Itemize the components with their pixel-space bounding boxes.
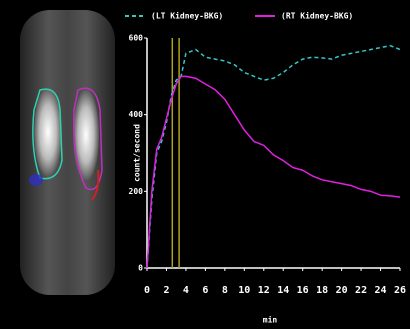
y-axis-label: count/second (133, 124, 142, 182)
x-tick-label: 6 (202, 285, 208, 296)
x-tick-label: 16 (297, 285, 309, 296)
x-tick-label: 2 (163, 285, 169, 296)
y-tick-label: 600 (129, 34, 144, 43)
x-tick-label: 20 (336, 285, 348, 296)
legend-label: (RT Kidney-BKG) (281, 11, 353, 21)
x-axis-label: min (263, 315, 278, 325)
screen: count/second min 02004006000246810121416… (0, 0, 410, 329)
x-tick-label: 22 (355, 285, 367, 296)
x-tick-label: 26 (394, 285, 406, 296)
y-tick-label: 0 (138, 264, 143, 273)
kidney-image (0, 0, 120, 300)
x-tick-label: 8 (222, 285, 228, 296)
y-tick-label: 200 (129, 187, 144, 196)
x-tick-label: 18 (316, 285, 328, 296)
legend-label: (LT Kidney-BKG) (151, 11, 223, 21)
x-tick-label: 4 (183, 285, 189, 296)
x-tick-label: 0 (144, 285, 150, 296)
series-line (147, 46, 400, 268)
x-tick-label: 24 (375, 285, 387, 296)
x-tick-label: 14 (277, 285, 289, 296)
x-tick-label: 12 (258, 285, 270, 296)
x-tick-label: 10 (238, 285, 250, 296)
y-tick-label: 400 (129, 110, 144, 119)
series-line (147, 76, 400, 268)
